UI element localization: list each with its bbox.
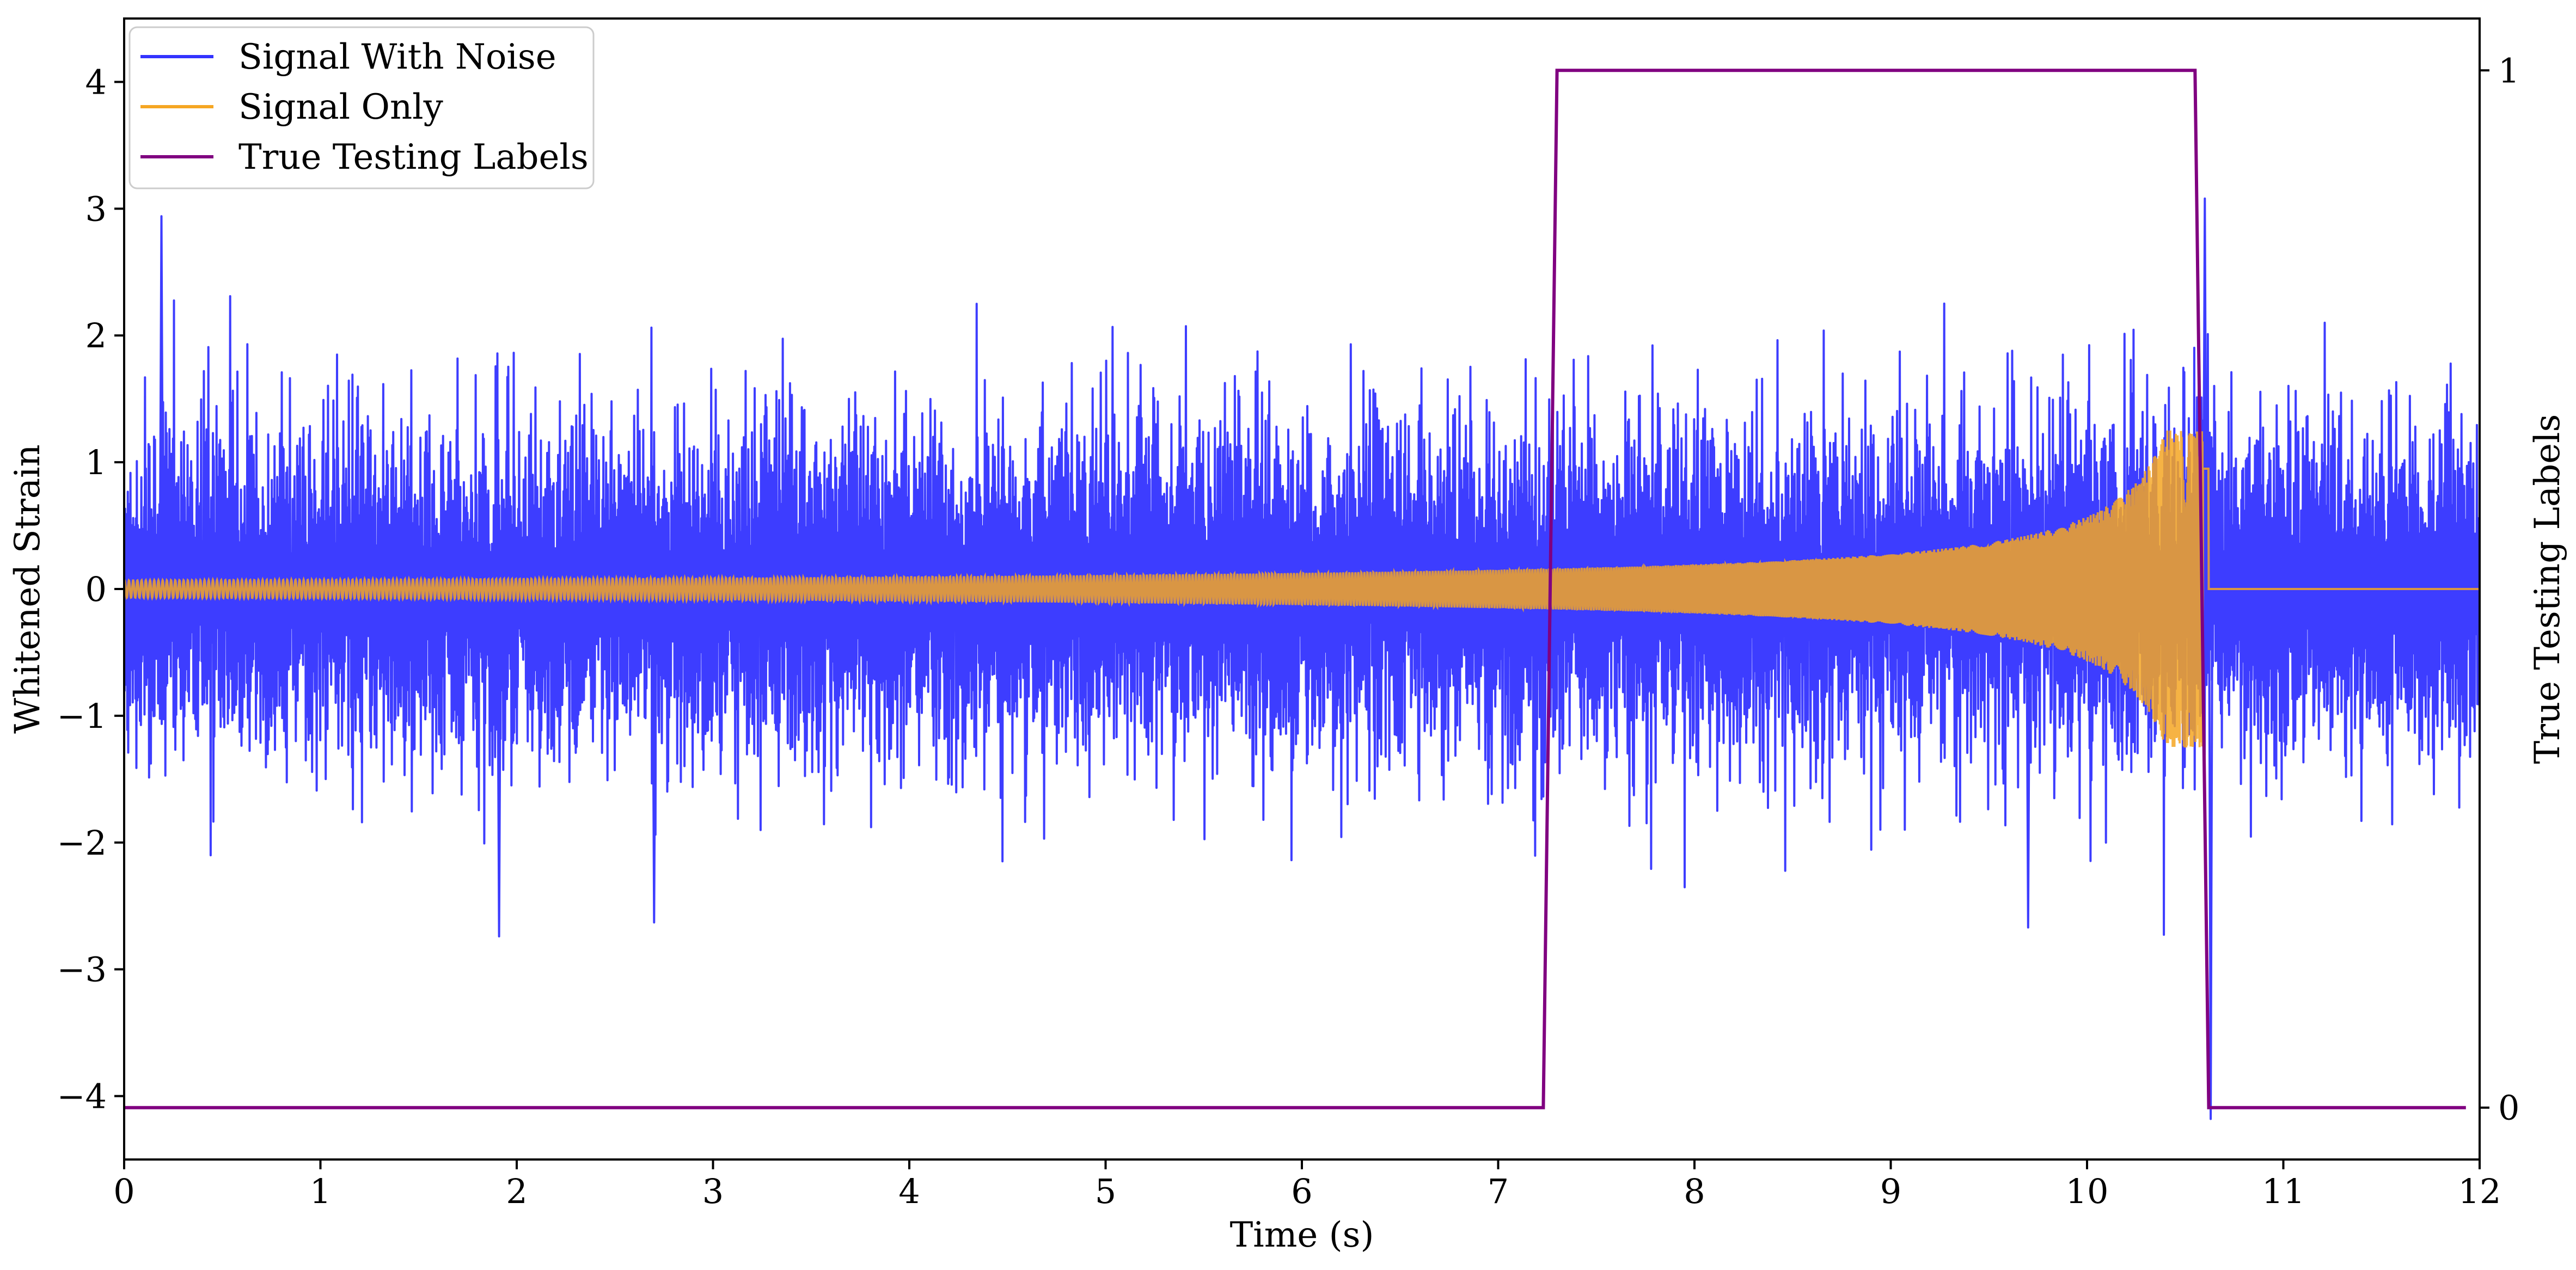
y-tick-label: 1 <box>85 443 107 482</box>
x-tick-label: 11 <box>2262 1171 2305 1211</box>
y-tick-label: −3 <box>57 950 107 990</box>
x-tick-label: 4 <box>898 1171 920 1211</box>
legend-label-signal-with-noise: Signal With Noise <box>238 37 556 77</box>
y-tick-label: −4 <box>57 1077 107 1116</box>
y-tick-label: 3 <box>85 189 107 229</box>
x-tick-label: 9 <box>1880 1171 1901 1211</box>
y-axis-label: Whitened Strain <box>8 444 48 733</box>
y-tick-label: 4 <box>85 62 107 102</box>
x-tick-label: 10 <box>2066 1171 2109 1211</box>
series-signal-with-noise-line <box>124 197 2480 1120</box>
x-axis-label: Time (s) <box>1230 1215 1374 1255</box>
x-tick-label: 12 <box>2458 1171 2501 1211</box>
y-tick-label: −2 <box>57 823 107 863</box>
y-tick-label: 0 <box>85 569 107 609</box>
x-tick-label: 1 <box>310 1171 331 1211</box>
legend-label-signal-only: Signal Only <box>238 87 443 127</box>
y2-axis-label: True Testing Labels <box>2528 414 2568 764</box>
y2-tick-label: 1 <box>2498 51 2519 90</box>
legend-label-true-testing-labels: True Testing Labels <box>238 137 589 177</box>
legend-box <box>129 26 595 189</box>
series-signal-only-line <box>124 430 2480 748</box>
x-tick-label: 7 <box>1488 1171 1509 1211</box>
y-tick-label: −1 <box>57 696 107 736</box>
x-tick-label: 0 <box>113 1171 134 1211</box>
y-tick-label: 2 <box>85 316 107 355</box>
x-tick-label: 5 <box>1095 1171 1116 1211</box>
x-tick-label: 3 <box>702 1171 724 1211</box>
y2-tick-label: 0 <box>2498 1088 2519 1128</box>
x-tick-label: 2 <box>506 1171 527 1211</box>
x-tick-label: 6 <box>1291 1171 1312 1211</box>
series-true-testing-labels-line <box>124 69 2466 1109</box>
legend: Signal With Noise Signal Only True Testing… <box>129 26 595 189</box>
x-tick-label: 8 <box>1684 1171 1705 1211</box>
